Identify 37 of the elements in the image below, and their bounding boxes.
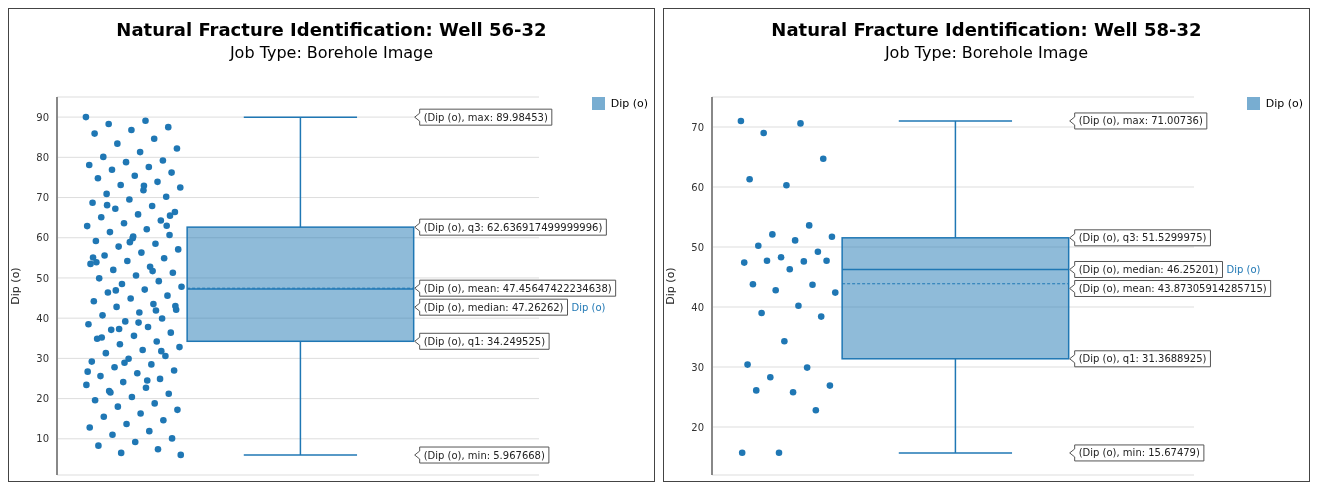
annotation: (Dip (o), min: 5.967668) [423,449,545,461]
y-tick-label: 80 [36,151,49,163]
y-tick-label: 60 [691,181,704,193]
chart-subtitle: Job Type: Borehole Image [883,43,1090,62]
y-tick-label: 10 [36,433,49,445]
annotation: (Dip (o), min: 15.67479) [1078,447,1200,459]
y-tick-label: 70 [691,121,704,133]
y-tick-label: 20 [691,421,704,433]
annotation: (Dip (o), median: 46.25201) [1078,263,1219,275]
y-tick-label: 30 [36,352,49,364]
y-tick-label: 60 [36,232,49,244]
text: Dip (o) [571,301,606,313]
legend-label: Dip (o) [1265,97,1303,110]
y-tick-label: 50 [691,241,704,253]
chart-subtitle: Job Type: Borehole Image [228,43,435,62]
y-tick-label: 40 [691,301,704,313]
y-axis-title: Dip (o) [663,267,677,305]
text: Dip (o) [1226,263,1261,275]
chart-title: Natural Fracture Identification: Well 56-32 [115,19,548,40]
y-tick-label: 20 [36,393,49,405]
y-tick-label: 90 [36,111,49,123]
chart-title: Natural Fracture Identification: Well 58-32 [770,19,1203,40]
annotation: (Dip (o), q1: 31.3688925) [1078,353,1207,365]
annotation: (Dip (o), mean: 43.87305914285715) [1078,282,1267,294]
legend-label: Dip (o) [610,97,648,110]
annotation: (Dip (o), median: 47.26262) [423,301,564,313]
y-tick-label: 50 [36,272,49,284]
annotation: (Dip (o), q1: 34.249525) [423,335,546,347]
y-tick-label: 70 [36,192,49,204]
annotation: (Dip (o), mean: 47.45647422234638) [423,282,612,294]
annotation: (Dip (o), max: 71.00736) [1078,115,1203,127]
annotation: (Dip (o), q3: 51.5299975) [1078,232,1207,244]
annotation: (Dip (o), q3: 62.636917499999996) [423,221,603,233]
y-axis-title: Dip (o) [8,267,22,305]
y-tick-label: 30 [691,361,704,373]
y-tick-label: 40 [36,312,49,324]
annotation: (Dip (o), max: 89.98453) [423,111,548,123]
